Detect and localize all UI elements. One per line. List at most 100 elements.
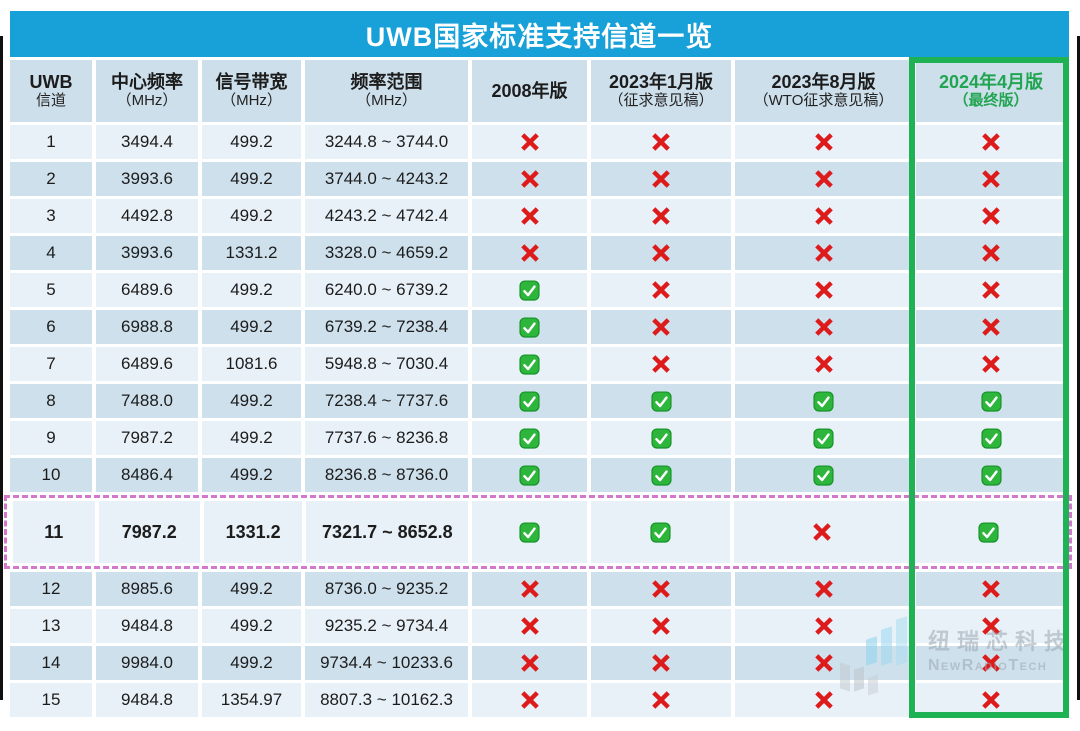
red-cross-icon xyxy=(735,683,912,717)
cell-center-frequency: 6489.6 xyxy=(96,273,198,307)
cell-frequency-range: 9734.4 ~ 10233.6 xyxy=(305,646,468,680)
green-check-icon xyxy=(472,501,587,563)
cell-channel: 9 xyxy=(10,421,92,455)
red-cross-icon xyxy=(472,125,587,159)
cell-bandwidth: 499.2 xyxy=(202,273,301,307)
green-check-icon xyxy=(590,501,730,563)
cell-bandwidth: 1354.97 xyxy=(202,683,301,717)
header-line1: 2024年4月版 xyxy=(938,71,1044,92)
cell-channel: 3 xyxy=(10,199,92,233)
cell-channel: 12 xyxy=(10,572,92,606)
green-check-icon xyxy=(916,384,1066,418)
green-check-icon xyxy=(916,458,1066,492)
cell-center-frequency: 3993.6 xyxy=(96,236,198,270)
cell-frequency-range: 3744.0 ~ 4243.2 xyxy=(305,162,468,196)
red-cross-icon xyxy=(916,572,1066,606)
cell-bandwidth: 499.2 xyxy=(202,421,301,455)
cell-center-frequency: 9484.8 xyxy=(96,683,198,717)
column-header-2023-jan-edition: 2023年1月版 （征求意见稿） xyxy=(591,60,731,122)
red-cross-icon xyxy=(735,310,912,344)
green-check-icon xyxy=(591,458,731,492)
cell-channel: 5 xyxy=(10,273,92,307)
cell-bandwidth: 499.2 xyxy=(202,572,301,606)
header-line1: 2023年8月版 xyxy=(771,71,876,92)
cell-frequency-range: 7238.4 ~ 7737.6 xyxy=(305,384,468,418)
frame-left-edge xyxy=(0,36,3,700)
table-row: 7 6489.6 1081.6 5948.8 ~ 7030.4 xyxy=(10,347,1066,381)
table-row: 2 3993.6 499.2 3744.0 ~ 4243.2 xyxy=(10,162,1066,196)
cell-channel: 13 xyxy=(10,609,92,643)
cell-bandwidth: 1331.2 xyxy=(202,236,301,270)
cell-channel: 8 xyxy=(10,384,92,418)
green-check-icon xyxy=(913,501,1063,563)
header-line1: 中心频率 xyxy=(111,71,183,92)
cell-channel: 14 xyxy=(10,646,92,680)
table-row: 6 6988.8 499.2 6739.2 ~ 7238.4 xyxy=(10,310,1066,344)
table-body: 1 3494.4 499.2 3244.8 ~ 3744.0 2 3993.6 499.2 3… xyxy=(4,125,1072,717)
cell-bandwidth: 499.2 xyxy=(202,458,301,492)
red-cross-icon xyxy=(591,236,731,270)
header-line1: 频率范围 xyxy=(350,71,423,92)
red-cross-icon xyxy=(472,646,587,680)
cell-channel: 6 xyxy=(10,310,92,344)
column-header-2024-apr-final-edition: 2024年4月版 （最终版） xyxy=(916,60,1066,122)
red-cross-icon xyxy=(916,683,1066,717)
cell-channel: 11 xyxy=(13,501,95,563)
header-line1: 信号带宽 xyxy=(215,71,288,92)
page-title: UWB国家标准支持信道一览 xyxy=(365,21,714,52)
header-line2: （MHz） xyxy=(356,92,417,110)
cell-bandwidth: 499.2 xyxy=(202,199,301,233)
cell-center-frequency: 6988.8 xyxy=(96,310,198,344)
red-cross-icon xyxy=(591,646,731,680)
cell-center-frequency: 6489.6 xyxy=(96,347,198,381)
cell-channel: 2 xyxy=(10,162,92,196)
red-cross-icon xyxy=(591,310,731,344)
cell-channel: 15 xyxy=(10,683,92,717)
red-cross-icon xyxy=(472,572,587,606)
column-header-2023-aug-edition: 2023年8月版 （WTO征求意见稿） xyxy=(735,60,912,122)
red-cross-icon xyxy=(472,199,587,233)
cell-frequency-range: 8236.8 ~ 8736.0 xyxy=(305,458,468,492)
table-row: 4 3993.6 1331.2 3328.0 ~ 4659.2 xyxy=(10,236,1066,270)
red-cross-icon xyxy=(735,273,912,307)
green-check-icon xyxy=(472,421,587,455)
cell-frequency-range: 7737.6 ~ 8236.8 xyxy=(305,421,468,455)
cell-channel: 1 xyxy=(10,125,92,159)
red-cross-icon xyxy=(735,609,912,643)
cell-channel: 7 xyxy=(10,347,92,381)
red-cross-icon xyxy=(916,273,1066,307)
column-header-signal-bandwidth: 信号带宽 （MHz） xyxy=(202,60,301,122)
column-header-2008-edition: 2008年版 xyxy=(472,60,587,122)
table-row: 10 8486.4 499.2 8236.8 ~ 8736.0 xyxy=(10,458,1066,492)
cell-center-frequency: 4492.8 xyxy=(96,199,198,233)
cell-center-frequency: 8486.4 xyxy=(96,458,198,492)
green-check-icon xyxy=(591,384,731,418)
red-cross-icon xyxy=(591,199,731,233)
header-line2: （WTO征求意见稿） xyxy=(753,92,894,110)
cell-frequency-range: 6739.2 ~ 7238.4 xyxy=(305,310,468,344)
cell-bandwidth: 499.2 xyxy=(202,162,301,196)
cell-channel: 10 xyxy=(10,458,92,492)
green-check-icon xyxy=(916,421,1066,455)
cell-frequency-range: 3244.8 ~ 3744.0 xyxy=(305,125,468,159)
red-cross-icon xyxy=(735,347,912,381)
red-cross-icon xyxy=(591,572,731,606)
red-cross-icon xyxy=(472,162,587,196)
cell-bandwidth: 499.2 xyxy=(202,609,301,643)
cell-center-frequency: 8985.6 xyxy=(96,572,198,606)
cell-frequency-range: 3328.0 ~ 4659.2 xyxy=(305,236,468,270)
red-cross-icon xyxy=(472,609,587,643)
frame-right-edge xyxy=(1077,36,1080,700)
red-cross-icon xyxy=(591,347,731,381)
cell-bandwidth: 499.2 xyxy=(202,384,301,418)
cell-bandwidth: 499.2 xyxy=(202,646,301,680)
title-bar: UWB国家标准支持信道一览 xyxy=(10,11,1069,57)
red-cross-icon xyxy=(735,572,912,606)
red-cross-icon xyxy=(735,646,912,680)
cell-frequency-range: 6240.0 ~ 6739.2 xyxy=(305,273,468,307)
green-check-icon xyxy=(472,384,587,418)
red-cross-icon xyxy=(916,310,1066,344)
red-cross-icon xyxy=(916,347,1066,381)
header-line1: UWB xyxy=(29,71,73,92)
cell-bandwidth: 499.2 xyxy=(202,125,301,159)
